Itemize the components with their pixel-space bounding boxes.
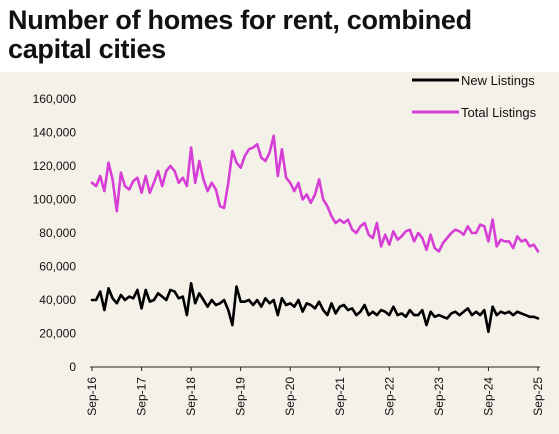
x-tick-label: Sep-24: [481, 377, 495, 416]
chart-area: 0 20,000 40,000 60,000 80,000 100,000 120,000 1…: [0, 72, 559, 434]
y-tick-label: 160,000: [33, 92, 77, 106]
y-tick-label: 120,000: [33, 159, 77, 173]
x-tick-label: Sep-16: [85, 377, 99, 416]
y-tick-label: 0: [69, 360, 76, 374]
x-tick-label: Sep-25: [531, 377, 545, 416]
x-tick-label: Sep-19: [234, 377, 248, 416]
x-tick-label: Sep-17: [135, 377, 149, 416]
x-tick-label: Sep-22: [382, 377, 396, 416]
y-tick-label: 140,000: [33, 126, 77, 140]
x-tick-label: Sep-23: [432, 377, 446, 416]
x-tick-label: Sep-20: [283, 377, 297, 416]
new-listings-line: [90, 282, 540, 334]
legend-label-total-listings: Total Listings: [461, 105, 537, 120]
y-tick-label: 80,000: [39, 226, 76, 240]
x-tick-label: Sep-18: [184, 377, 198, 416]
y-tick-label: 60,000: [39, 260, 76, 274]
line-chart: 0 20,000 40,000 60,000 80,000 100,000 120,000 1…: [33, 73, 545, 416]
y-tick-label: 40,000: [39, 293, 76, 307]
total-listings-line: [90, 134, 540, 253]
legend-label-new-listings: New Listings: [461, 73, 535, 88]
x-tick-label: Sep-21: [333, 377, 347, 416]
title-bar: Number of homes for rent, combined capit…: [0, 0, 559, 72]
y-tick-label: 100,000: [33, 193, 77, 207]
y-tick-label: 20,000: [39, 327, 76, 341]
chart-title: Number of homes for rent, combined capit…: [8, 5, 472, 64]
